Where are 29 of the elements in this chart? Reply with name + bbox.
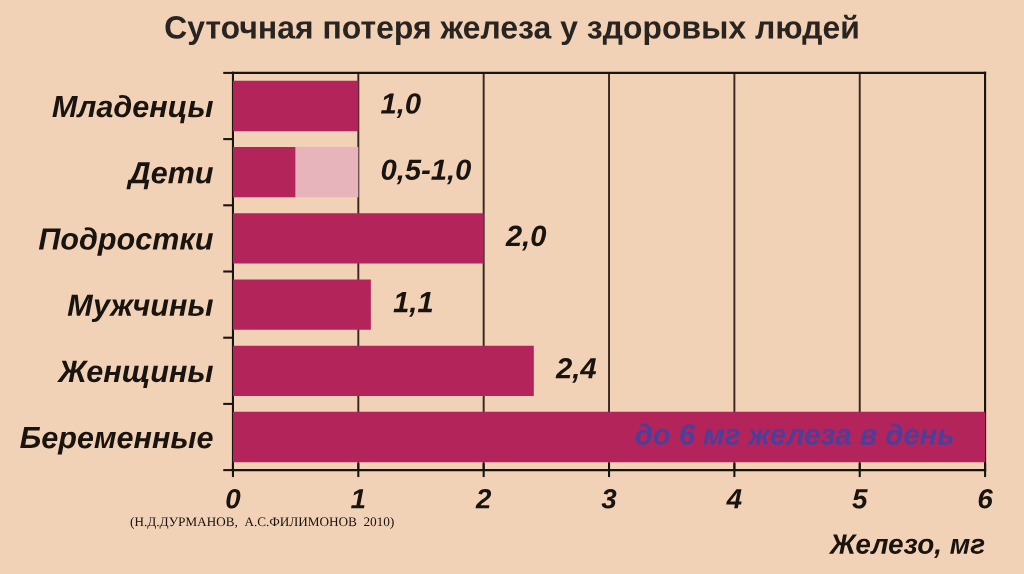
text: (Н.Д.ДУРМАНОВ, А.С.ФИЛИМОНОВ 2010) (130, 516, 394, 529)
bar (295, 147, 359, 198)
x-axis-title: Железо, мг (828, 534, 985, 558)
data-label: 2,0 (505, 225, 547, 251)
x-tick-label: 3 (601, 488, 617, 509)
y-tick-label: Дети (126, 162, 213, 190)
x-tick-label: 2 (475, 488, 492, 509)
data-label: 1,1 (393, 292, 433, 317)
data-label: 2,4 (555, 357, 597, 383)
x-tick-label: 0 (226, 488, 241, 509)
data-label: 1,0 (381, 93, 421, 119)
data-label: 0,5-1,0 (381, 159, 472, 185)
y-tick-label: Мужчины (67, 294, 213, 323)
x-tick-label: 4 (726, 489, 742, 509)
bar (232, 213, 484, 264)
bar (232, 411, 986, 463)
y-tick-label: Младенцы (52, 94, 213, 124)
bar (232, 345, 534, 396)
bar (232, 279, 371, 330)
y-tick-label: Беременные (20, 427, 213, 455)
y-tick-label: Женщины (57, 360, 213, 388)
chart-title: Суточная потеря железа у здоровых людей (165, 14, 858, 46)
x-tick-label: 5 (852, 489, 868, 509)
annotation: до 6 мг железа в день (635, 423, 953, 445)
y-tick-label: Подростки (38, 227, 213, 256)
x-tick-label: 6 (978, 488, 993, 509)
bar (232, 147, 296, 198)
x-tick-label: 1 (351, 489, 365, 509)
bar (232, 80, 359, 132)
